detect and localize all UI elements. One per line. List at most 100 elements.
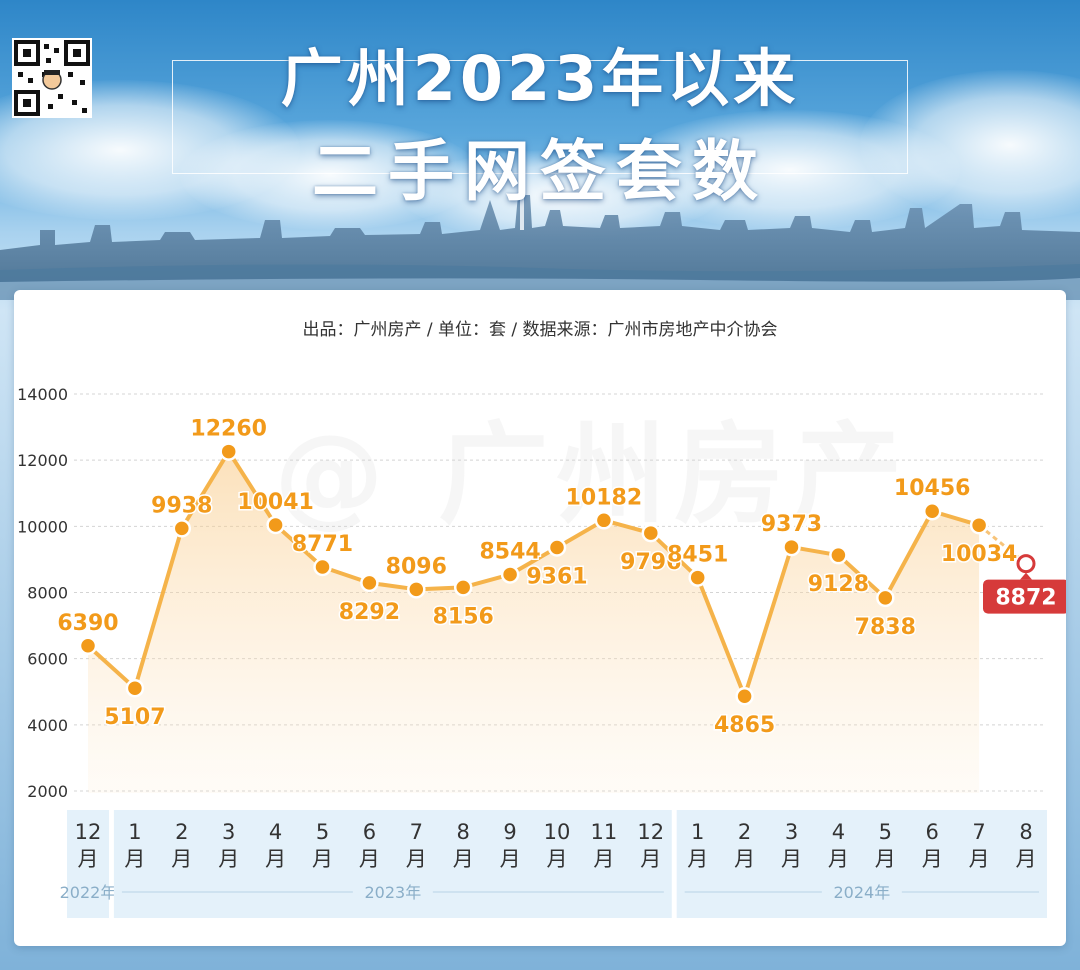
x-tick-month-number: 8 (457, 820, 470, 844)
y-tick-label: 4000 (27, 716, 68, 735)
area-fill-shape (88, 451, 980, 793)
data-label: 10041 (237, 490, 314, 515)
x-tick-month-number: 1 (128, 820, 141, 844)
line-chart: 2000 4000 6000 8000 10000 12000 14000 2022年 202… (17, 385, 1066, 918)
header-banner: 广州2023年以来 二手网签套数 (0, 0, 1080, 300)
y-tick-label: 8000 (27, 584, 68, 603)
data-point (266, 515, 285, 535)
y-tick-label: 6000 (27, 650, 68, 669)
x-tick-month-suffix: 月 (78, 847, 99, 871)
x-tick-month-number: 7 (410, 820, 423, 844)
x-tick-month-number: 10 (544, 820, 571, 844)
data-label: 10182 (566, 485, 643, 510)
page-title-line1: 广州2023年以来 (280, 42, 800, 115)
data-point-highlight (1016, 554, 1036, 574)
x-axis-year-band (676, 810, 1047, 918)
x-tick-month-suffix: 月 (875, 847, 896, 871)
data-point (735, 686, 754, 706)
data-point (219, 442, 238, 461)
x-tick-month-suffix: 月 (500, 847, 521, 871)
area-fill (88, 451, 980, 793)
x-tick-month-number: 8 (1019, 820, 1032, 844)
data-label-highlight: 8872 (995, 586, 1056, 611)
watermark-text: @ 广州房产 (274, 411, 911, 539)
data-label: 9361 (526, 564, 587, 589)
x-tick-month-number: 5 (316, 820, 329, 844)
title-frame (172, 60, 908, 174)
data-label: 8292 (339, 600, 400, 625)
data-point (78, 636, 98, 656)
data-point (641, 523, 661, 543)
data-label: 12260 (190, 417, 267, 442)
x-tick-month-number: 4 (269, 820, 282, 844)
x-tick-month-number: 6 (926, 820, 939, 844)
year-label: 2023年 (364, 883, 421, 902)
x-tick-month-suffix: 月 (828, 847, 849, 871)
y-tick-label: 12000 (17, 451, 68, 470)
chart-card: 出品：广州房产 / 单位：套 / 数据来源：广州市房地产中介协会 @ 广州房产 … (14, 290, 1066, 946)
x-tick-month-number: 12 (75, 820, 102, 844)
x-tick-month-suffix: 月 (265, 847, 286, 871)
x-tick-month-suffix: 月 (687, 847, 708, 871)
x-tick-month-number: 2 (175, 820, 188, 844)
highlight-badge-pointer (1020, 572, 1032, 580)
data-point (125, 678, 145, 698)
data-point (407, 580, 426, 599)
x-tick-month-suffix: 月 (124, 847, 145, 871)
data-point (172, 519, 192, 538)
x-tick-month-number: 12 (637, 820, 664, 844)
data-labels: 6390 5107 9938 12260 10041 8771 8292 8096 8156 85… (56, 415, 1066, 740)
x-tick-month-number: 9 (503, 820, 516, 844)
y-axis: 2000 4000 6000 8000 10000 12000 14000 (17, 385, 68, 801)
x-tick-month-number: 1 (691, 820, 704, 844)
data-label: 10034 (941, 542, 1018, 567)
series-line-projected (978, 524, 1027, 565)
x-tick-month-suffix: 月 (547, 847, 568, 871)
x-tick-month-suffix: 月 (922, 847, 943, 871)
y-tick-label: 2000 (27, 782, 68, 801)
year-label: 2022年 (60, 883, 117, 902)
data-label: 5107 (104, 705, 165, 730)
x-tick-month-number: 5 (879, 820, 892, 844)
data-point (360, 573, 379, 593)
source-line: 出品：广州房产 / 单位：套 / 数据来源：广州市房地产中介协会 (302, 320, 778, 340)
data-point (782, 537, 801, 557)
x-tick-month-suffix: 月 (453, 847, 474, 871)
x-tick-month-suffix: 月 (1016, 847, 1037, 871)
data-point (594, 511, 614, 530)
x-tick-month-suffix: 月 (312, 847, 333, 871)
x-tick-month-suffix: 月 (406, 847, 427, 871)
x-axis-year-band (113, 810, 672, 918)
x-tick-month-suffix: 月 (969, 847, 990, 871)
x-tick-month-suffix: 月 (640, 847, 661, 871)
x-tick-month-number: 2 (738, 820, 751, 844)
data-label: 9796 (620, 550, 681, 575)
x-tick-month-number: 3 (785, 820, 798, 844)
data-label: 10456 (894, 476, 971, 501)
data-label: 9128 (808, 572, 869, 597)
x-tick-month-suffix: 月 (218, 847, 239, 871)
x-tick-month-number: 6 (363, 820, 376, 844)
data-label: 9373 (761, 512, 822, 537)
data-point (829, 545, 848, 565)
data-label: 8451 (667, 543, 728, 568)
highlight-badge (983, 579, 1066, 614)
data-point (969, 515, 989, 535)
x-tick-month-number: 11 (591, 820, 618, 844)
x-tick-month-number: 4 (832, 820, 845, 844)
data-point (547, 538, 567, 557)
x-axis-year-band (67, 810, 109, 918)
year-label: 2024年 (833, 883, 890, 902)
x-tick-month-suffix: 月 (781, 847, 802, 871)
data-point (453, 578, 473, 597)
data-point (876, 588, 895, 608)
x-tick-month-suffix: 月 (171, 847, 192, 871)
data-points (78, 442, 1036, 706)
y-tick-label: 10000 (17, 517, 68, 536)
y-tick-label: 14000 (17, 385, 68, 404)
x-tick-month-number: 3 (222, 820, 235, 844)
data-label: 4865 (714, 713, 775, 738)
data-label: 8544 (479, 540, 540, 565)
x-tick-month-number: 7 (972, 820, 985, 844)
data-label: 6390 (57, 611, 118, 636)
